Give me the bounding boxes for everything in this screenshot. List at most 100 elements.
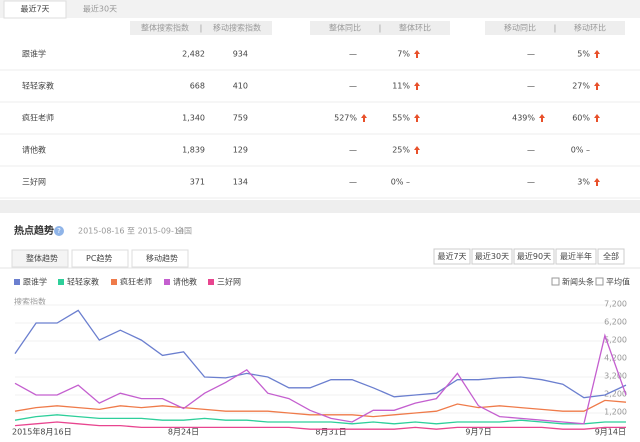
cell: 60% bbox=[572, 114, 590, 123]
cell: 0% – bbox=[571, 146, 590, 155]
row-name: 三好网 bbox=[22, 177, 46, 187]
cell: 5% bbox=[577, 50, 590, 59]
checkbox[interactable] bbox=[595, 277, 604, 286]
row-name: 轻轻家教 bbox=[22, 81, 54, 91]
tab-bar bbox=[0, 0, 640, 18]
up-arrow bbox=[414, 114, 420, 122]
column-header: 整体环比 bbox=[399, 23, 431, 33]
cell: 759 bbox=[233, 114, 248, 123]
up-arrow bbox=[361, 114, 367, 122]
x-tick-label: 9月7日 bbox=[465, 428, 491, 437]
header-box bbox=[485, 21, 625, 35]
view-tab-label[interactable]: 整体趋势 bbox=[26, 253, 58, 263]
x-tick-label: 9月14日 bbox=[595, 428, 626, 437]
cell: — bbox=[349, 50, 357, 59]
tab[interactable]: 最近7天 bbox=[20, 4, 49, 14]
cell: 7% bbox=[397, 50, 410, 59]
cell: 527% bbox=[334, 114, 357, 123]
y-axis-label: 搜索指数 bbox=[14, 297, 46, 307]
y-tick-label: 4,200 bbox=[604, 354, 627, 363]
up-arrow bbox=[414, 146, 420, 154]
up-arrow bbox=[594, 82, 600, 90]
header-sep: | bbox=[379, 24, 382, 33]
y-tick-label: 7,200 bbox=[604, 300, 627, 309]
header-sep: | bbox=[554, 24, 557, 33]
tab-active[interactable] bbox=[3, 0, 67, 19]
range-button-label[interactable]: 最近7天 bbox=[437, 251, 466, 261]
column-header: 整体同比 bbox=[329, 23, 361, 33]
column-header: 移动环比 bbox=[574, 23, 606, 33]
x-tick-label: 8月24日 bbox=[168, 428, 199, 437]
cell: 55% bbox=[392, 114, 410, 123]
checkbox[interactable] bbox=[551, 277, 560, 286]
legend-label: 三好网 bbox=[217, 277, 241, 287]
cell: 3% bbox=[577, 178, 590, 187]
up-arrow bbox=[414, 50, 420, 58]
header-box bbox=[130, 21, 272, 35]
cell: — bbox=[527, 178, 535, 187]
up-arrow bbox=[414, 82, 420, 90]
cell: 1,340 bbox=[182, 114, 205, 123]
up-arrow bbox=[594, 114, 600, 122]
cell: — bbox=[349, 82, 357, 91]
series-line bbox=[14, 309, 627, 399]
range-button-label[interactable]: 最近半年 bbox=[560, 251, 592, 261]
cell: 0% – bbox=[391, 178, 410, 187]
tab[interactable]: 最近30天 bbox=[83, 4, 117, 14]
y-tick-label: 3,200 bbox=[604, 372, 627, 381]
cell: 668 bbox=[190, 82, 205, 91]
cell: 25% bbox=[392, 146, 410, 155]
column-header: 整体搜索指数 bbox=[141, 23, 189, 33]
series-line bbox=[14, 333, 627, 425]
series-line bbox=[14, 421, 626, 430]
help-icon-text: ? bbox=[57, 227, 61, 235]
legend-swatch bbox=[111, 279, 117, 285]
view-tab[interactable] bbox=[131, 249, 189, 268]
range-button[interactable] bbox=[513, 248, 555, 265]
range-button[interactable] bbox=[555, 248, 597, 265]
section-title: 热点趋势 bbox=[14, 224, 54, 237]
row-name: 跟谁学 bbox=[22, 49, 46, 59]
cell: 371 bbox=[190, 178, 205, 187]
legend-swatch bbox=[58, 279, 64, 285]
cell: 134 bbox=[233, 178, 248, 187]
series-line bbox=[14, 414, 626, 425]
view-tab-label[interactable]: 移动趋势 bbox=[146, 253, 178, 263]
y-tick-label: 6,200 bbox=[604, 318, 627, 327]
header-sep: | bbox=[200, 24, 203, 33]
x-tick-label: 8月31日 bbox=[315, 428, 346, 437]
cell: 439% bbox=[512, 114, 535, 123]
y-tick-label: 1,200 bbox=[604, 408, 627, 417]
range-button[interactable] bbox=[471, 248, 513, 265]
view-tab-label[interactable]: PC趋势 bbox=[86, 253, 112, 263]
cell: 129 bbox=[233, 146, 248, 155]
range-button-label[interactable]: 最近30天 bbox=[475, 251, 509, 261]
checkbox-label[interactable]: 平均值 bbox=[606, 277, 630, 287]
column-header: 移动同比 bbox=[504, 23, 536, 33]
up-arrow bbox=[539, 114, 545, 122]
cell: — bbox=[349, 146, 357, 155]
range-button[interactable] bbox=[597, 248, 625, 265]
range-button-label[interactable]: 最近90天 bbox=[517, 251, 551, 261]
row-name: 请他教 bbox=[22, 145, 46, 155]
cell: 410 bbox=[233, 82, 248, 91]
separator bbox=[0, 200, 640, 213]
help-icon[interactable] bbox=[54, 226, 64, 236]
cell: 11% bbox=[392, 82, 410, 91]
range-button-label[interactable]: 全部 bbox=[603, 251, 619, 261]
row-name: 疯狂老师 bbox=[22, 113, 54, 123]
up-arrow bbox=[594, 50, 600, 58]
range-button[interactable] bbox=[433, 248, 471, 265]
column-header: 移动搜索指数 bbox=[213, 23, 261, 33]
cell: — bbox=[527, 146, 535, 155]
checkbox-label[interactable]: 新闻头条 bbox=[562, 277, 594, 287]
up-arrow bbox=[594, 178, 600, 186]
legend-label: 请他教 bbox=[173, 277, 197, 287]
region: 全国 bbox=[176, 226, 192, 236]
date-range: 2015-08-16 至 2015-09-14 bbox=[78, 227, 184, 236]
view-tab[interactable] bbox=[71, 249, 129, 268]
view-tab[interactable] bbox=[11, 249, 69, 268]
legend-swatch bbox=[208, 279, 214, 285]
cell: — bbox=[527, 50, 535, 59]
